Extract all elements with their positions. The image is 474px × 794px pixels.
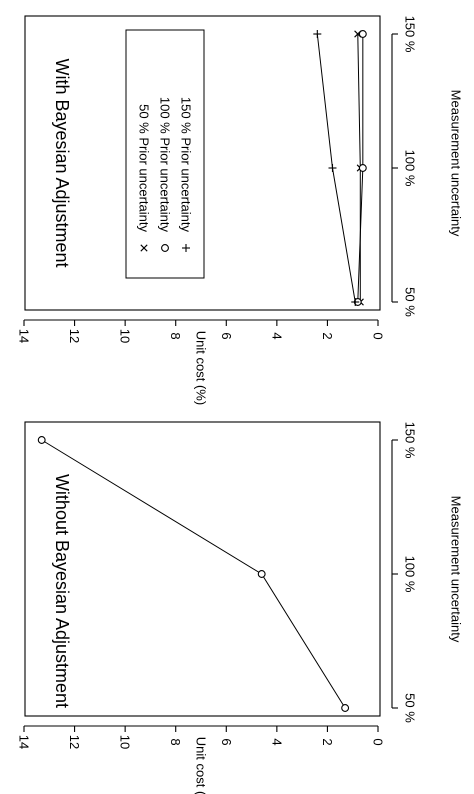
panel2-legend-marker-2 — [161, 244, 169, 252]
panel2-y-tick-label-6: 6 — [219, 332, 234, 339]
panel1-x-tick-label-0: 50 % — [403, 693, 418, 723]
panel1-x-tick-label-2: 150 % — [403, 422, 418, 459]
panel1-y-tick-label-2: 2 — [320, 738, 335, 745]
panel2-y-axis-label: Unit cost (%) — [194, 331, 209, 405]
panel2-y-tick-label-12: 12 — [67, 329, 82, 343]
panel2-series-2-point-3 — [358, 30, 367, 38]
panel2-series-3-point-2 — [328, 164, 337, 172]
panel1-series-1-point-2 — [257, 570, 266, 578]
panel2-legend-marker-1 — [140, 244, 148, 252]
panel2-legend-label-1: 50 % Prior uncertainty — [137, 104, 152, 232]
panel2-series-2-point-2 — [358, 164, 367, 172]
panel2-y-tick-label-10: 10 — [118, 329, 133, 343]
panel2-series-3-point-3 — [313, 30, 322, 38]
panel1-x-tick-label-1: 100 % — [403, 556, 418, 593]
panel1-y-tick-label-4: 4 — [269, 738, 284, 745]
panel1-y-tick-label-12: 12 — [67, 735, 82, 749]
panel2-x-axis-label: Measurement uncertainty — [449, 90, 464, 237]
panel1-y-tick-label-8: 8 — [168, 738, 183, 745]
panel2-y-tick-label-8: 8 — [168, 332, 183, 339]
panel2-legend-marker-3 — [182, 244, 190, 252]
panel2-plot-frame — [24, 15, 381, 311]
panel1-y-tick-label-0: 0 — [371, 738, 386, 745]
panel2-legend-label-2: 100 % Prior uncertainty — [158, 97, 173, 233]
panel1-y-tick-label-14: 14 — [17, 735, 32, 749]
panel2-y-tick-label-2: 2 — [320, 332, 335, 339]
panel1-series-1-point-1 — [341, 704, 350, 712]
panel2-series-3-point-1 — [351, 298, 360, 306]
panel1-title: Without Bayesian Adjustment — [52, 474, 72, 708]
panel1-x-axis-label: Measurement uncertainty — [449, 496, 464, 643]
panel1-plot-frame — [24, 421, 381, 717]
panel2-x-tick-label-1: 100 % — [403, 150, 418, 187]
panel1-y-tick-label-6: 6 — [219, 738, 234, 745]
panel2-title: With Bayesian Adjustment — [52, 58, 72, 267]
panel2-legend — [125, 29, 205, 279]
panel2-x-tick-label-2: 150 % — [403, 16, 418, 53]
panel1-series-1-line — [41, 439, 346, 709]
panel2-y-tick-label-0: 0 — [371, 332, 386, 339]
panel1-y-axis-label: Unit cost (%) — [194, 737, 209, 794]
panel2-y-tick-label-4: 4 — [269, 332, 284, 339]
panel1-series-1-point-3 — [37, 436, 46, 444]
panel1-y-tick-label-10: 10 — [118, 735, 133, 749]
panel2-x-tick-label-0: 50 % — [403, 287, 418, 317]
panel2-y-tick-label-14: 14 — [17, 329, 32, 343]
panel2-legend-label-3: 150 % Prior uncertainty — [179, 97, 194, 233]
